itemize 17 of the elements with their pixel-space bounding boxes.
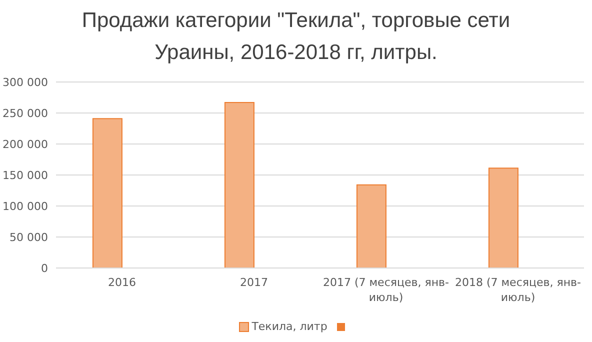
x-tick-label: 2017 (7 месяцев, янв-июль) — [322, 276, 450, 304]
bar — [356, 184, 386, 268]
y-tick-label: 0 — [41, 262, 48, 275]
chart-title: Продажи категории "Текила", торговые сети Ураины, 2016-2018 гг, литры. — [80, 8, 512, 66]
legend-label: Текила, литр — [252, 320, 328, 333]
y-tick-label: 300 000 — [2, 76, 48, 89]
x-tick-label: 2018 (7 месяцев, янв-июль) — [454, 276, 582, 304]
y-tick-label: 50 000 — [10, 230, 48, 244]
y-tick-label: 100 000 — [2, 200, 48, 213]
y-tick-label: 150 000 — [2, 168, 48, 182]
y-tick-label: 200 000 — [2, 138, 48, 151]
x-tick-label: 2016 — [108, 276, 136, 289]
bar — [92, 118, 122, 268]
x-tick-label: 2017 — [240, 276, 268, 289]
bar — [488, 168, 518, 268]
bar — [224, 102, 254, 268]
y-tick-label: 250 000 — [2, 106, 48, 120]
